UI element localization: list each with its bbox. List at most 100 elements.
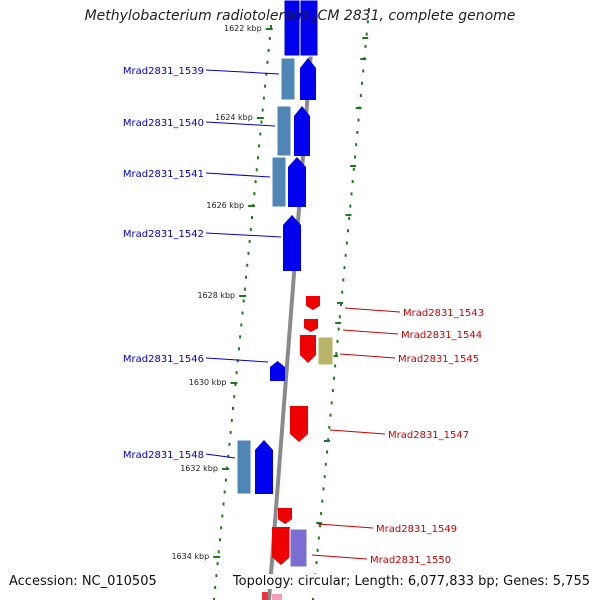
left-guide-dot <box>223 490 226 494</box>
forward-gene-arrow[interactable] <box>300 58 316 100</box>
steel-feature-block[interactable] <box>280 57 296 101</box>
left-guide-dot <box>246 263 249 267</box>
forward-gene-label[interactable]: Mrad2831_1541 <box>123 169 204 180</box>
left-guide-dot <box>214 586 217 590</box>
kbp-tick-mark <box>213 556 221 558</box>
forward-gene-leader-line <box>205 121 276 127</box>
right-guide-dot <box>316 548 319 552</box>
left-guide-dot <box>217 550 220 554</box>
accession-text: Accession: NC_010505 <box>9 574 157 589</box>
left-guide-dot <box>268 36 271 40</box>
right-guide-dot <box>359 94 362 98</box>
reverse-gene-label[interactable]: Mrad2831_1545 <box>398 354 479 365</box>
right-track-marker <box>332 355 339 357</box>
reverse-gene-label[interactable]: Mrad2831_1550 <box>370 555 451 566</box>
kbp-tick-mark <box>265 28 273 30</box>
forward-gene-label[interactable]: Mrad2831_1542 <box>123 229 204 240</box>
right-guide-dot <box>312 598 314 600</box>
forward-gene-arrow[interactable] <box>299 0 319 57</box>
left-guide-dot <box>228 442 231 446</box>
left-guide-dot <box>215 574 218 578</box>
steel-feature-block[interactable] <box>236 439 252 495</box>
left-guide-dot <box>267 48 270 52</box>
reverse-gene-leader-line <box>329 429 386 435</box>
forward-gene-leader-line <box>205 453 236 459</box>
reverse-gene-arrow[interactable] <box>272 527 290 565</box>
forward-gene-arrow[interactable] <box>255 440 273 494</box>
left-guide-dot <box>243 287 246 291</box>
left-guide-dot <box>256 156 259 160</box>
left-guide-dot <box>264 84 267 88</box>
right-guide-dot <box>329 413 332 417</box>
reverse-gene-arrow[interactable] <box>290 406 308 442</box>
left-guide-dot <box>227 454 230 458</box>
left-guide-dot <box>220 526 223 530</box>
kbp-tick-label: 1634 kbp <box>171 552 209 561</box>
right-guide-dot <box>350 192 353 196</box>
left-guide-dot <box>239 335 242 339</box>
right-guide-dot <box>334 364 337 368</box>
right-track-marker <box>335 322 342 324</box>
reverse-gene-leader-line <box>342 329 399 335</box>
left-guide-dot <box>245 275 248 279</box>
reverse-gene-label[interactable]: Mrad2831_1547 <box>388 430 469 441</box>
reverse-gene-leader-line <box>339 353 396 359</box>
reverse-gene-label[interactable]: Mrad2831_1543 <box>403 308 484 319</box>
right-track-marker <box>323 440 330 442</box>
reverse-gene-label[interactable]: Mrad2831_1549 <box>376 524 457 535</box>
forward-gene-arrow[interactable] <box>270 361 285 381</box>
right-guide-dot <box>348 216 351 220</box>
reverse-gene-arrow[interactable] <box>306 296 320 310</box>
reverse-gene-arrow[interactable] <box>278 508 292 524</box>
forward-gene-arrow[interactable] <box>288 157 306 207</box>
reverse-gene-label[interactable]: Mrad2831_1544 <box>401 330 482 341</box>
forward-gene-label[interactable]: Mrad2831_1540 <box>123 118 204 129</box>
right-guide-dot <box>342 278 345 282</box>
forward-gene-label[interactable]: Mrad2831_1546 <box>123 354 204 365</box>
left-guide-dot <box>259 132 262 136</box>
right-track-marker <box>316 522 323 524</box>
right-guide-dot <box>347 229 349 233</box>
kbp-tick-label: 1628 kbp <box>197 291 235 300</box>
steel-feature-block[interactable] <box>271 156 287 208</box>
kbp-tick-mark <box>221 468 229 470</box>
forward-gene-label[interactable]: Mrad2831_1539 <box>123 66 204 77</box>
olive-feature-block[interactable] <box>317 336 334 366</box>
left-guide-dot <box>270 25 272 28</box>
right-track-marker <box>345 214 352 216</box>
right-track-marker <box>360 58 367 60</box>
left-guide-dot <box>222 502 225 506</box>
right-guide-dot <box>330 401 333 405</box>
genome-summary-text: Topology: circular; Length: 6,077,833 bp… <box>228 574 590 589</box>
right-guide-dot <box>364 44 367 48</box>
left-guide-dot <box>251 216 253 219</box>
left-guide-dot <box>230 418 233 422</box>
reverse-gene-arrow[interactable] <box>304 319 318 332</box>
kbp-tick-label: 1626 kbp <box>206 201 244 210</box>
reverse-gene-arrow[interactable] <box>300 335 316 363</box>
steel-feature-block[interactable] <box>276 105 292 157</box>
left-guide-dot <box>241 311 244 315</box>
left-guide-dot <box>221 514 224 518</box>
right-track-marker <box>355 107 362 109</box>
kbp-tick-mark <box>230 382 238 384</box>
right-guide-dot <box>357 118 360 122</box>
right-guide-dot <box>335 352 338 356</box>
forward-gene-arrow[interactable] <box>294 106 310 156</box>
right-guide-dot <box>323 475 326 479</box>
right-track-marker <box>362 37 369 39</box>
kbp-tick-mark <box>256 117 264 119</box>
bottom-color-strip-pink <box>272 594 282 600</box>
right-guide-dot <box>337 327 340 331</box>
forward-gene-label[interactable]: Mrad2831_1548 <box>123 450 204 461</box>
left-guide-dot <box>253 192 256 196</box>
violet-feature-block[interactable] <box>289 528 308 568</box>
forward-gene-arrow[interactable] <box>283 215 301 271</box>
right-guide-dot <box>366 20 369 24</box>
left-guide-dot <box>242 299 245 303</box>
left-guide-dot <box>232 407 234 410</box>
right-guide-dot <box>341 290 344 294</box>
left-guide-dot <box>258 144 261 148</box>
right-guide-dot <box>356 130 359 134</box>
